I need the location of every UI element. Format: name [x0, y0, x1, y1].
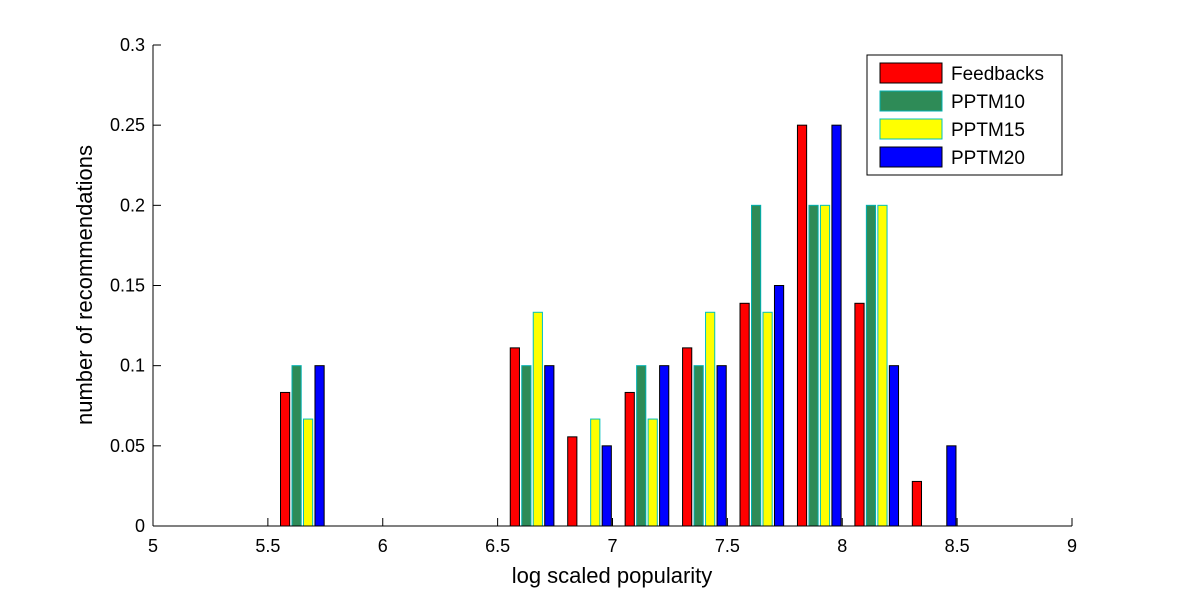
bar-pptm10-9	[693, 365, 704, 527]
bar-pptm15-10	[762, 311, 773, 527]
x-tick-label: 6.5	[485, 536, 510, 556]
x-tick-label: 5.5	[255, 536, 280, 556]
axes-layer: 5 5.5 6 6.5 7 7.5 8 8.5 9 0 0.05 0.1 0.15 0.2 0.25 0.3	[110, 35, 1077, 556]
x-tick-label: 9	[1067, 536, 1077, 556]
bar-pptm20-9	[716, 365, 727, 527]
bar-pptm10-6	[521, 365, 532, 527]
bar-pptm10-12	[865, 204, 877, 527]
bar-pptm10-8	[636, 365, 647, 527]
bar-feedbacks-6	[509, 347, 520, 527]
bar-pptm20-13	[946, 445, 957, 527]
bar-feedbacks-2	[280, 391, 291, 527]
bar-pptm20-2	[314, 365, 325, 527]
legend: Feedbacks PPTM10 PPTM15 PPTM20	[866, 54, 1063, 176]
legend-label-pptm20: PPTM20	[951, 148, 1025, 169]
x-tick-label: 8.5	[945, 536, 970, 556]
bar-pptm10-2	[291, 365, 302, 527]
bar-pptm15-6	[532, 311, 543, 527]
bar-feedbacks-12	[854, 302, 865, 527]
bar-pptm20-8	[659, 365, 670, 527]
x-tick-label: 6	[378, 536, 388, 556]
y-tick-label: 0.1	[120, 356, 145, 376]
bar-pptm15-11	[819, 204, 831, 527]
bar-feedbacks-8	[624, 391, 635, 527]
bar-pptm15-9	[705, 311, 716, 527]
bar-pptm20-10	[773, 285, 785, 527]
y-tick-label: 0.25	[110, 115, 145, 135]
x-tick-label: 7.5	[715, 536, 740, 556]
bar-pptm20-7	[601, 445, 612, 527]
y-tick-label: 0	[135, 516, 145, 536]
bar-feedbacks-11	[796, 124, 808, 527]
bar-pptm15-8	[647, 418, 658, 527]
bar-pptm15-12	[877, 204, 888, 527]
y-tick-label: 0.3	[120, 35, 145, 55]
bar-pptm20-11	[831, 124, 842, 527]
bar-pptm10-10	[751, 204, 762, 527]
bar-pptm10-11	[808, 204, 819, 527]
y-axis-label: number of recommendations	[72, 145, 97, 425]
legend-swatch-pptm15	[879, 118, 943, 140]
y-tick-label: 0.15	[110, 276, 145, 296]
legend-label-pptm15: PPTM15	[951, 120, 1025, 141]
legend-swatch-feedbacks	[879, 62, 943, 84]
bar-pptm20-6	[544, 365, 555, 527]
bar-feedbacks-10	[739, 302, 750, 527]
bar-pptm15-2	[302, 418, 314, 527]
y-tick-label: 0.05	[110, 436, 145, 456]
y-tick-label: 0.2	[120, 195, 145, 215]
bar-pptm15-7	[590, 418, 601, 527]
x-tick-label: 5	[148, 536, 158, 556]
legend-label-feedbacks: Feedbacks	[951, 64, 1044, 85]
bar-feedbacks-13	[911, 480, 923, 527]
x-tick-label: 7	[607, 536, 617, 556]
x-tick-label: 8	[837, 536, 847, 556]
x-axis-label: log scaled popularity	[512, 563, 713, 588]
bar-pptm20-12	[888, 365, 900, 527]
bar-feedbacks-9	[682, 347, 693, 527]
bar-feedbacks-7	[567, 436, 578, 527]
legend-label-pptm10: PPTM10	[951, 92, 1025, 113]
legend-swatch-pptm20	[879, 146, 943, 168]
legend-swatch-pptm10	[879, 90, 943, 112]
